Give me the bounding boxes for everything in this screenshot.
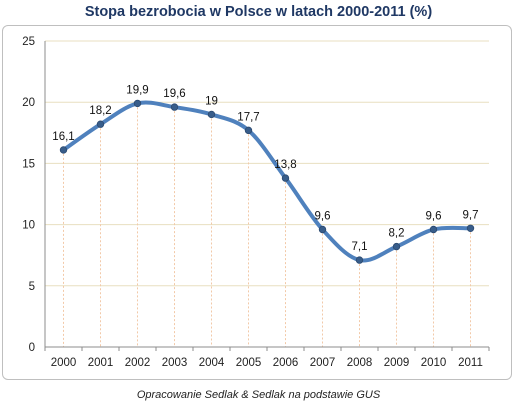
data-point — [244, 126, 253, 135]
y-tick-label: 20 — [22, 97, 35, 109]
x-tick-label: 2000 — [51, 357, 77, 369]
x-tick-label: 2011 — [458, 357, 483, 369]
y-tick-label: 15 — [22, 158, 35, 170]
y-tick-label: 0 — [29, 342, 35, 354]
data-label: 9,6 — [426, 210, 442, 222]
data-point — [466, 224, 475, 232]
x-tick-label: 2004 — [199, 357, 225, 369]
data-point — [170, 103, 179, 111]
data-label: 8,2 — [389, 228, 405, 240]
source-note: Opracowanie Sedlak & Sedlak na podstawie… — [136, 389, 381, 401]
data-label: 7,1 — [352, 241, 368, 253]
data-point — [133, 99, 142, 108]
x-tick-label: 2003 — [162, 357, 188, 369]
y-tick-label: 5 — [29, 281, 35, 293]
y-tick-label: 25 — [22, 36, 35, 48]
y-tick-label: 10 — [22, 220, 35, 232]
data-label: 19,9 — [126, 84, 148, 96]
data-point — [207, 110, 216, 119]
data-label: 19,6 — [163, 88, 185, 100]
data-label: 9,7 — [463, 209, 479, 221]
series-line — [61, 100, 473, 263]
data-label: 18,2 — [89, 105, 111, 117]
x-tick-label: 2006 — [273, 357, 299, 369]
data-point — [281, 174, 290, 182]
data-point — [392, 242, 401, 251]
data-point — [96, 120, 105, 128]
data-point — [429, 225, 438, 234]
x-tick-label: 2002 — [125, 357, 151, 369]
data-point — [318, 225, 327, 234]
x-tick-label: 2005 — [236, 357, 262, 369]
x-tick-label: 2001 — [88, 357, 114, 369]
data-label: 19 — [205, 95, 218, 107]
chart-frame — [2, 25, 512, 380]
data-label: 13,8 — [274, 159, 296, 171]
x-tick-label: 2009 — [384, 357, 410, 369]
data-label: 16,1 — [52, 131, 74, 143]
x-tick-label: 2010 — [421, 357, 447, 369]
x-tick-label: 2007 — [310, 357, 336, 369]
chart-title: Stopa bezrobocia w Polsce w latach 2000-… — [84, 4, 433, 20]
data-point — [355, 256, 364, 264]
x-tick-label: 2008 — [347, 357, 373, 369]
data-label: 9,6 — [315, 210, 331, 222]
data-label: 17,7 — [237, 111, 259, 123]
data-point — [59, 146, 68, 154]
